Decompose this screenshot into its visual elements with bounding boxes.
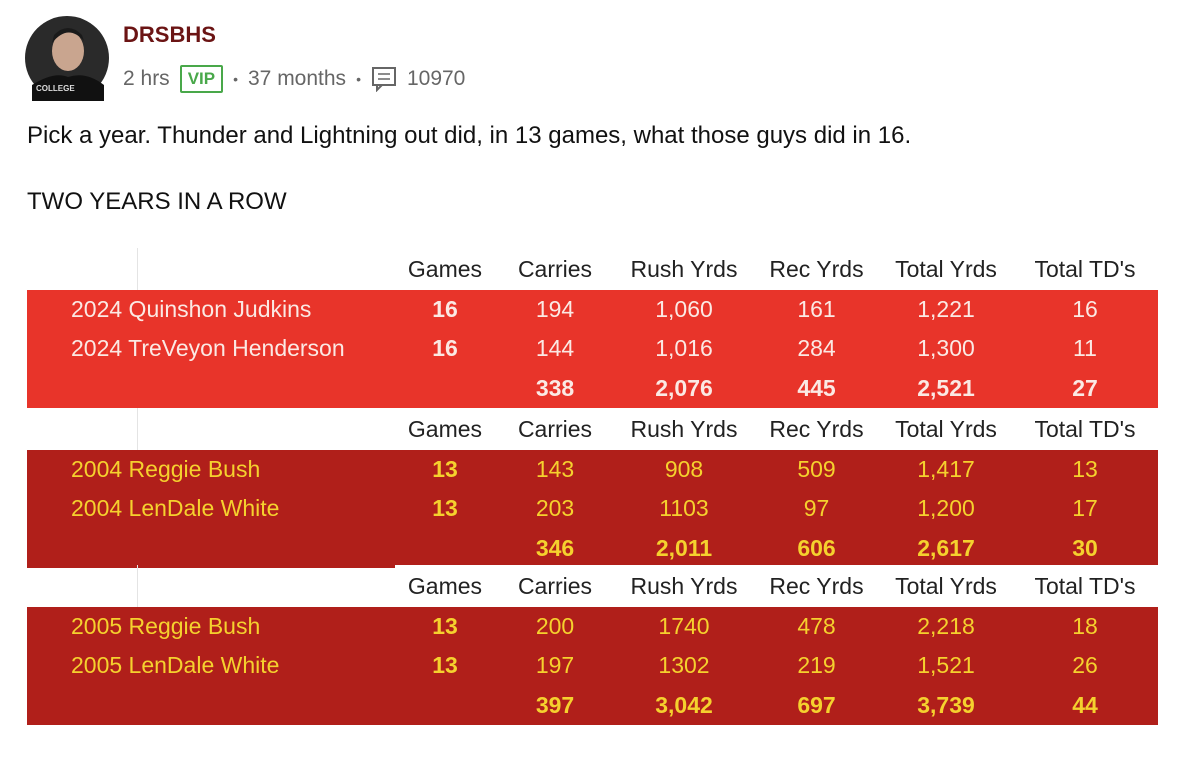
table-cell: 1740 [615,607,753,647]
total-cell: 2,011 [615,528,753,568]
post-time: 2 hrs [123,67,170,90]
total-cell: 346 [495,528,615,568]
column-header: Total Yrds [880,408,1012,450]
stats-table: Games Carries Rush Yrds Rec Yrds Total Yrds T… [27,248,1158,725]
column-header: Total Yrds [880,565,1012,607]
grid-line [137,248,138,290]
column-header: Games [395,408,495,450]
column-header: Rec Yrds [753,408,880,450]
table-cell: 13 [395,646,495,686]
table-cell: 13 [395,489,495,529]
column-header: Carries [495,408,615,450]
table-cell: 219 [753,646,880,686]
table-cell: 17 [1012,489,1158,529]
total-cell: 3,739 [880,685,1012,725]
post-text: Pick a year. Thunder and Lightning out d… [27,122,912,149]
total-cell: 30 [1012,528,1158,568]
total-cell: 2,521 [880,368,1012,408]
grid-line [137,565,138,607]
table-cell: 16 [395,290,495,330]
table-cell: 13 [1012,450,1158,490]
table-cell: 1,221 [880,290,1012,330]
table-cell: 161 [753,290,880,330]
table-cell: 143 [495,450,615,490]
total-cell: 3,042 [615,685,753,725]
separator: • [356,71,361,87]
player-name: 2024 Quinshon Judkins [27,290,395,330]
total-cell: 397 [495,685,615,725]
table-cell: 97 [753,489,880,529]
player-name: 2004 LenDale White [27,489,395,529]
author[interactable]: DRSBHS [123,22,216,47]
table-cell: 284 [753,329,880,369]
table-cell: 1,521 [880,646,1012,686]
player-name: 2024 TreVeyon Henderson [27,329,395,369]
svg-text:COLLEGE: COLLEGE [36,84,75,93]
table-cell: 26 [1012,646,1158,686]
column-header: Carries [495,565,615,607]
table-cell: 13 [395,450,495,490]
total-cell: 44 [1012,685,1158,725]
table-cell: 197 [495,646,615,686]
table-cell: 1103 [615,489,753,529]
table-cell: 11 [1012,329,1158,369]
avatar[interactable]: COLLEGE [24,15,110,101]
total-cell: 27 [1012,368,1158,408]
player-name: 2004 Reggie Bush [27,450,395,490]
column-header: Total TD's [1012,408,1158,450]
column-header: Rec Yrds [753,565,880,607]
column-header: Total TD's [1012,248,1158,290]
table-cell: 144 [495,329,615,369]
table-cell: 1,300 [880,329,1012,369]
table-cell: 13 [395,607,495,647]
comment-count[interactable]: 10970 [406,67,466,90]
vip-badge: VIP [179,65,224,93]
column-header: Rush Yrds [615,248,753,290]
total-cell: 2,617 [880,528,1012,568]
column-header: Games [395,248,495,290]
column-header: Games [395,565,495,607]
column-header: Rec Yrds [753,248,880,290]
column-header: Rush Yrds [615,408,753,450]
comment-icon [371,67,396,92]
column-header: Total Yrds [880,248,1012,290]
table-cell: 16 [395,329,495,369]
column-header: Total TD's [1012,565,1158,607]
post-subtext: TWO YEARS IN A ROW [27,188,287,215]
total-cell: 2,076 [615,368,753,408]
table-cell: 1,060 [615,290,753,330]
tenure: 37 months [248,67,347,90]
table-cell: 194 [495,290,615,330]
post-meta: 2 hrs VIP • 37 months • 10970 [123,64,465,94]
table-cell: 203 [495,489,615,529]
table-cell: 908 [615,450,753,490]
table-cell: 200 [495,607,615,647]
total-cell: 445 [753,368,880,408]
player-name: 2005 LenDale White [27,646,395,686]
player-name: 2005 Reggie Bush [27,607,395,647]
column-header: Rush Yrds [615,565,753,607]
table-cell: 1,417 [880,450,1012,490]
table-cell: 18 [1012,607,1158,647]
total-cell: 606 [753,528,880,568]
table-cell: 1302 [615,646,753,686]
table-cell: 1,200 [880,489,1012,529]
table-cell: 509 [753,450,880,490]
total-cell: 338 [495,368,615,408]
separator: • [233,71,238,87]
grid-line [137,408,138,450]
table-cell: 1,016 [615,329,753,369]
table-cell: 2,218 [880,607,1012,647]
total-cell: 697 [753,685,880,725]
table-cell: 478 [753,607,880,647]
column-header: Carries [495,248,615,290]
table-cell: 16 [1012,290,1158,330]
